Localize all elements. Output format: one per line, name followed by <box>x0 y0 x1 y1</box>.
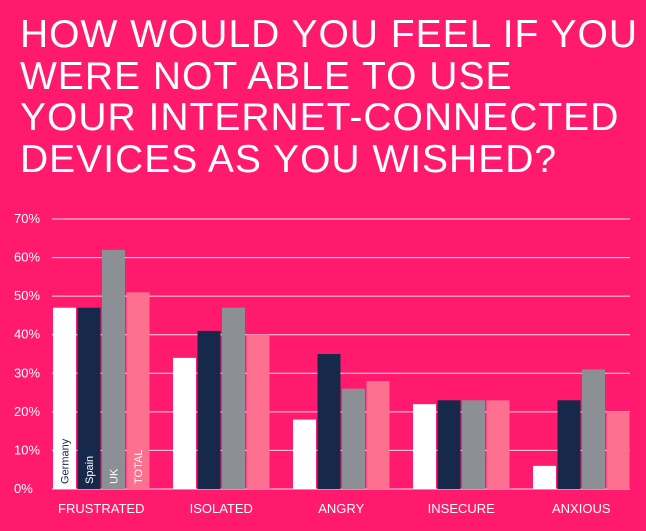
legend-label: Germany <box>60 438 72 484</box>
bar <box>246 334 270 489</box>
bar <box>77 307 101 489</box>
y-tick-label: 10% <box>14 442 40 457</box>
y-tick-label: 50% <box>14 288 40 303</box>
bar <box>126 292 150 489</box>
bar <box>222 307 245 489</box>
y-tick-label: 60% <box>14 250 40 265</box>
labels: 0% 10% 20% 30% 40% 50% 60% 70% FRUSTRATED ISOLATE… <box>14 211 611 516</box>
category-label: ISOLATED <box>190 501 253 516</box>
legend-label: Spain <box>84 456 96 484</box>
bar <box>413 404 436 489</box>
bar <box>366 381 390 489</box>
bar <box>533 465 556 489</box>
chart-title: HOW WOULD YOU FEEL IF YOU WERE NOT ABLE … <box>20 13 639 181</box>
category-label: ANXIOUS <box>552 501 611 516</box>
bar <box>197 330 221 489</box>
bar <box>557 400 581 489</box>
bar <box>102 249 125 489</box>
bar <box>582 369 605 489</box>
legend-label: UK <box>109 468 121 484</box>
bar <box>293 419 316 489</box>
bar <box>606 411 630 489</box>
y-tick-label: 30% <box>14 365 40 380</box>
bar <box>462 400 485 489</box>
category-label: ANGRY <box>318 501 364 516</box>
y-tick-label: 20% <box>14 404 40 419</box>
bar <box>486 400 510 489</box>
category-label: INSECURE <box>428 501 496 516</box>
bar <box>173 357 196 489</box>
bar <box>437 400 461 489</box>
y-tick-label: 70% <box>14 211 40 226</box>
bar <box>342 388 365 489</box>
category-label: FRUSTRATED <box>58 501 144 516</box>
y-tick-label: 40% <box>14 327 40 342</box>
legend-label: TOTAL <box>133 450 145 484</box>
y-tick-label: 0% <box>14 481 33 496</box>
bars <box>53 249 630 489</box>
bar <box>53 307 76 489</box>
bar <box>317 354 341 489</box>
